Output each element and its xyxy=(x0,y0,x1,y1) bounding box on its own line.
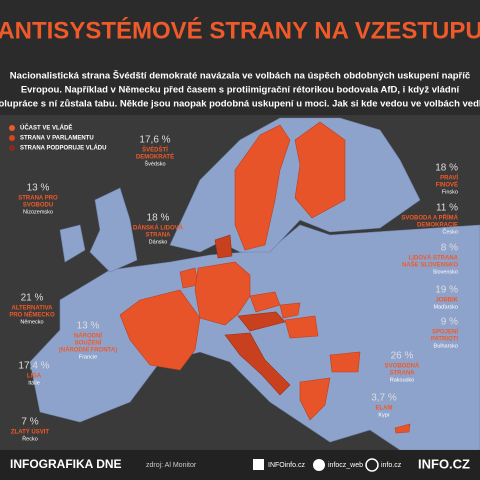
legend-label: ÚČAST VE VLÁDĚ xyxy=(20,124,72,132)
party-name: STRANA PRO xyxy=(18,196,58,202)
party-name: SVOBODU xyxy=(23,203,53,209)
twitter[interactable]: infocz_web xyxy=(328,462,363,469)
country: Finsko xyxy=(442,189,458,195)
country: Bulharsko xyxy=(434,343,458,349)
instagram-icon xyxy=(365,458,379,472)
share: 9 % xyxy=(441,317,458,328)
party-name: DÁNSKÁ LIDOVÁ xyxy=(133,225,184,232)
party-name: ELAM xyxy=(376,406,393,412)
legend-label: STRANA V PARLAMENTU xyxy=(20,136,94,142)
party-name: SVOBODA A PŘÍMÁ xyxy=(401,214,458,222)
facebook[interactable]: INFOinfo.cz xyxy=(268,462,305,469)
party-name: PRO NĚMECKO xyxy=(9,311,55,319)
country: Švédsko xyxy=(144,160,165,167)
party-name: DEMOKRATÉ xyxy=(136,153,174,161)
party-name: SPOJENÍ xyxy=(432,328,458,336)
share: 17,6 % xyxy=(139,135,170,146)
share: 19 % xyxy=(435,285,458,296)
country: Itálie xyxy=(28,380,40,386)
share: 18 % xyxy=(147,213,170,224)
party-name: DEMOKRACIE xyxy=(417,223,458,229)
party-name: SVOBODNÁ xyxy=(385,363,420,370)
share: 13 % xyxy=(27,183,50,194)
country xyxy=(119,289,201,371)
country xyxy=(224,332,291,396)
footer xyxy=(0,450,480,480)
country: Rakousko xyxy=(390,377,414,383)
country: Německo xyxy=(20,319,43,325)
share: 11 % xyxy=(436,203,458,214)
country: Francie xyxy=(79,354,97,360)
party-name: JOBBIK xyxy=(435,298,458,304)
party-name: (NÁRODNÍ FRONTA) xyxy=(59,346,117,354)
country: Dánsko xyxy=(149,239,168,245)
share: 26 % xyxy=(391,351,414,362)
legend: ÚČAST VE VLÁDĚ STRANA V PARLAMENTU STRAN… xyxy=(9,124,106,152)
intro-line: spolupráce s ní zůstala tabu. Někde jsou… xyxy=(0,99,480,110)
country xyxy=(237,311,286,332)
party-name: NÁRODNÍ xyxy=(74,332,102,340)
footer-label: INFOGRAFIKA DNE xyxy=(10,457,122,471)
legend-label: STRANA PODPORUJE VLÁDU xyxy=(20,145,106,152)
twitter-icon xyxy=(313,459,325,471)
party-name: STRANA xyxy=(146,233,172,239)
title: ANTISYSTÉMOVÉ STRANY NA VZESTUPU xyxy=(0,16,480,44)
source: zdroj: Al Monitor xyxy=(146,462,197,469)
intro-line: Evropou. Například v Německu před časem … xyxy=(21,85,460,96)
land xyxy=(59,224,86,263)
land xyxy=(89,187,138,273)
country xyxy=(299,377,331,421)
country xyxy=(329,351,361,373)
facebook-icon xyxy=(253,459,264,470)
country: Nizozemsko xyxy=(23,209,53,215)
intro-line: Nacionalistická strana Švédští demokraté… xyxy=(10,70,470,82)
country xyxy=(294,121,346,219)
country: Kypr xyxy=(378,412,389,418)
country xyxy=(279,302,301,319)
party-name: NAŠE SLOVENSKO xyxy=(402,261,458,269)
country xyxy=(214,234,233,259)
share: 3,7 % xyxy=(371,393,397,404)
country: Řecko xyxy=(22,434,38,442)
country: Slovensko xyxy=(433,269,458,275)
party-name: SOUŽENÍ xyxy=(75,339,102,347)
share: 7 % xyxy=(21,417,38,428)
country xyxy=(284,315,319,339)
map xyxy=(0,115,480,451)
instagram[interactable]: info.cz xyxy=(381,462,402,469)
party-name: FINOVÉ xyxy=(436,181,458,189)
country: Maďarsko xyxy=(434,304,458,310)
country: Česko xyxy=(442,228,458,235)
country xyxy=(234,124,291,251)
party-name: LIGA xyxy=(27,374,42,380)
party-name: PRAVÍ xyxy=(440,174,458,182)
party-name: ŠVÉDŠTÍ xyxy=(142,146,168,154)
legend-swatch xyxy=(9,125,15,131)
party-name: LIDOVÁ STRANA xyxy=(409,255,459,262)
logo[interactable]: INFO.CZ xyxy=(418,456,470,471)
legend-swatch xyxy=(9,145,15,151)
party-name: ALTERNATIVA xyxy=(12,306,54,312)
legend-swatch xyxy=(9,135,15,141)
party-name: STRANA xyxy=(390,371,416,377)
share: 21 % xyxy=(21,293,44,304)
share: 13 % xyxy=(77,321,100,332)
share: 17,4 % xyxy=(18,361,49,372)
country xyxy=(194,261,251,326)
share: 8 % xyxy=(441,243,458,254)
share: 18 % xyxy=(435,163,458,174)
country xyxy=(394,423,411,434)
country xyxy=(179,267,199,289)
party-name: PATRIOTI xyxy=(431,337,458,343)
party-name: ZLATÝ ÚSVIT xyxy=(11,429,50,436)
